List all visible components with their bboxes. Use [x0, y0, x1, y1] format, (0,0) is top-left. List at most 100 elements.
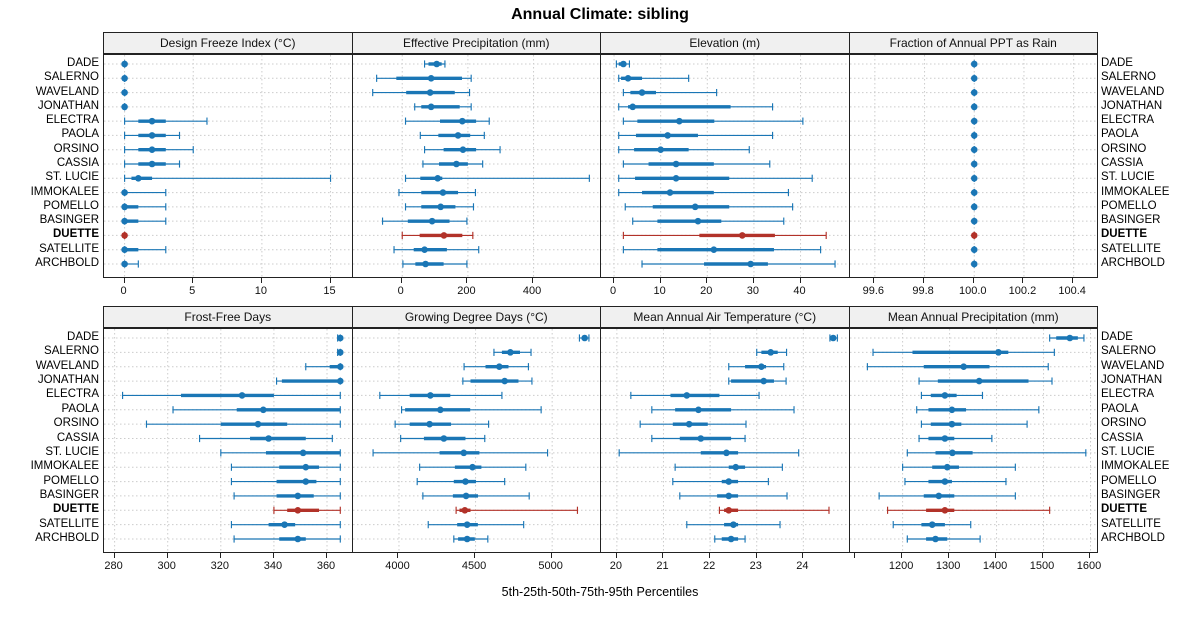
percentile-glyph-satellite — [892, 521, 971, 529]
station-label-left-archbold: ARCHBOLD — [35, 532, 99, 544]
axis-tick-fraction-of-annual-ppt-as-rain — [1072, 278, 1074, 283]
station-label-right-pomello: POMELLO — [1101, 199, 1157, 212]
percentile-glyph-basinger — [632, 217, 785, 225]
station-label-left-duette: DUETTE — [53, 503, 99, 516]
percentile-glyph-basinger — [233, 492, 341, 500]
percentile-glyph-immokalee — [901, 463, 1016, 471]
percentile-glyph-jonathan — [618, 103, 774, 111]
station-label-right-dade: DADE — [1101, 331, 1133, 343]
axis-tick-elevation-m — [613, 278, 615, 283]
panel-effective-precipitation-mm — [351, 54, 601, 278]
percentile-glyph-cassia — [199, 434, 333, 443]
percentile-glyph-salerno — [618, 74, 690, 82]
station-label-left-cassia: CASSIA — [56, 157, 99, 169]
station-label-right-salerno: SALERNO — [1101, 345, 1156, 358]
axis-tick-label-mean-annual-air-temperature-c: 24 — [796, 560, 809, 572]
station-label-right-jonathan: JONATHAN — [1101, 374, 1163, 387]
axis-tick-label-mean-annual-air-temperature-c: 20 — [609, 560, 622, 572]
panel-design-freeze-index-c — [103, 54, 353, 278]
percentile-glyph-orsino — [639, 420, 747, 428]
axis-tick-mean-annual-precipitation-mm — [1042, 553, 1044, 558]
panel-canvas-design-freeze-index-c — [104, 55, 352, 277]
axis-tick-label-design-freeze-index-c: 10 — [254, 285, 267, 297]
station-label-left-jonathan: JONATHAN — [37, 374, 99, 387]
panel-strip-frost-free-days: Frost-Free Days — [103, 306, 353, 328]
axis-tick-effective-precipitation-mm — [466, 278, 468, 283]
percentile-glyph-waveland — [622, 88, 718, 97]
station-label-left-immokalee: IMMOKALEE — [30, 460, 99, 473]
station-label-right-jonathan: JONATHAN — [1101, 99, 1163, 112]
axis-tick-label-design-freeze-index-c: 5 — [189, 285, 196, 297]
station-label-right-immokalee: IMMOKALEE — [1101, 460, 1170, 473]
station-label-left-orsino: ORSINO — [53, 142, 99, 155]
percentile-glyph-immokalee — [397, 188, 476, 197]
axis-tick-elevation-m — [752, 278, 754, 283]
percentile-glyph-cassia — [651, 434, 746, 443]
percentile-glyph-salerno — [121, 74, 128, 82]
axis-tick-mean-annual-precipitation-mm — [1089, 553, 1090, 558]
axis-tick-label-frost-free-days: 360 — [316, 560, 336, 572]
axis-tick-label-frost-free-days: 340 — [263, 560, 283, 572]
panel-strip-effective-precipitation-mm: Effective Precipitation (mm) — [351, 32, 601, 54]
percentile-glyph-paola — [419, 131, 485, 140]
panel-mean-annual-precipitation-mm — [848, 328, 1098, 553]
axis-tick-label-growing-degree-days-c: 4500 — [461, 560, 487, 572]
percentile-glyph-basinger — [970, 217, 978, 225]
axis-tick-label-mean-annual-precipitation-mm: 1600 — [1076, 560, 1102, 572]
percentile-glyph-dade — [121, 60, 128, 68]
percentile-glyph-salerno — [492, 348, 532, 356]
percentile-glyph-electra — [630, 391, 760, 400]
percentile-glyph-cassia — [421, 160, 483, 168]
percentile-glyph-st-lucie — [371, 449, 548, 457]
station-label-right-waveland: WAVELAND — [1101, 85, 1165, 98]
percentile-glyph-satellite — [427, 521, 524, 529]
axis-tick-label-elevation-m: 0 — [609, 285, 617, 297]
axis-tick-label-growing-degree-days-c: 4000 — [385, 560, 410, 572]
percentile-glyph-satellite — [392, 246, 479, 254]
percentile-glyph-pomello — [404, 203, 474, 211]
percentile-glyph-pomello — [624, 203, 794, 211]
station-label-left-satellite: SATELLITE — [39, 242, 99, 255]
percentile-glyph-immokalee — [230, 463, 341, 471]
station-label-right-duette: DUETTE — [1101, 503, 1147, 516]
percentile-glyph-dade — [1048, 334, 1085, 342]
station-label-right-st-lucie: ST. LUCIE — [1101, 445, 1155, 458]
station-label-left-paola: PAOLA — [61, 402, 100, 415]
percentile-glyph-jonathan — [970, 103, 978, 111]
axis-tick-frost-free-days — [166, 553, 168, 558]
station-label-left-cassia: CASSIA — [56, 431, 99, 444]
station-label-right-cassia: CASSIA — [1101, 431, 1144, 444]
percentile-glyph-paola — [400, 406, 542, 414]
percentile-glyph-st-lucie — [220, 449, 341, 457]
percentile-glyph-orsino — [618, 146, 750, 154]
percentile-glyph-waveland — [728, 363, 785, 371]
percentile-glyph-archbold — [641, 260, 836, 268]
percentile-glyph-salerno — [375, 74, 472, 82]
percentile-glyph-satellite — [230, 521, 341, 529]
percentile-glyph-jonathan — [728, 377, 787, 385]
percentile-glyph-dade — [336, 334, 344, 342]
percentile-glyph-satellite — [121, 246, 167, 254]
axis-tick-label-fraction-of-annual-ppt-as-rain: 100.2 — [1008, 285, 1037, 297]
panel-fraction-of-annual-ppt-as-rain — [848, 54, 1098, 278]
axis-tick-mean-annual-air-temperature-c — [755, 553, 757, 558]
axis-tick-mean-annual-air-temperature-c — [709, 553, 711, 558]
station-label-left-jonathan: JONATHAN — [37, 99, 99, 112]
station-label-left-duette: DUETTE — [53, 228, 99, 241]
percentile-glyph-cassia — [622, 160, 771, 168]
axis-minor-tick — [854, 553, 856, 558]
axis-tick-design-freeze-index-c — [260, 278, 262, 283]
percentile-glyph-basinger — [878, 492, 1016, 500]
percentile-glyph-satellite — [622, 246, 822, 254]
percentile-glyph-cassia — [399, 434, 485, 443]
percentile-glyph-st-lucie — [906, 449, 1086, 457]
percentile-glyph-dade — [423, 60, 445, 68]
station-label-right-cassia: CASSIA — [1101, 157, 1144, 169]
station-label-right-archbold: ARCHBOLD — [1101, 257, 1165, 269]
panel-elevation-m — [600, 54, 850, 278]
percentile-glyph-orsino — [423, 146, 501, 154]
percentile-glyph-basinger — [679, 492, 788, 500]
percentile-glyph-waveland — [866, 363, 1049, 371]
percentile-glyph-immokalee — [970, 188, 978, 197]
station-label-right-immokalee: IMMOKALEE — [1101, 185, 1170, 198]
